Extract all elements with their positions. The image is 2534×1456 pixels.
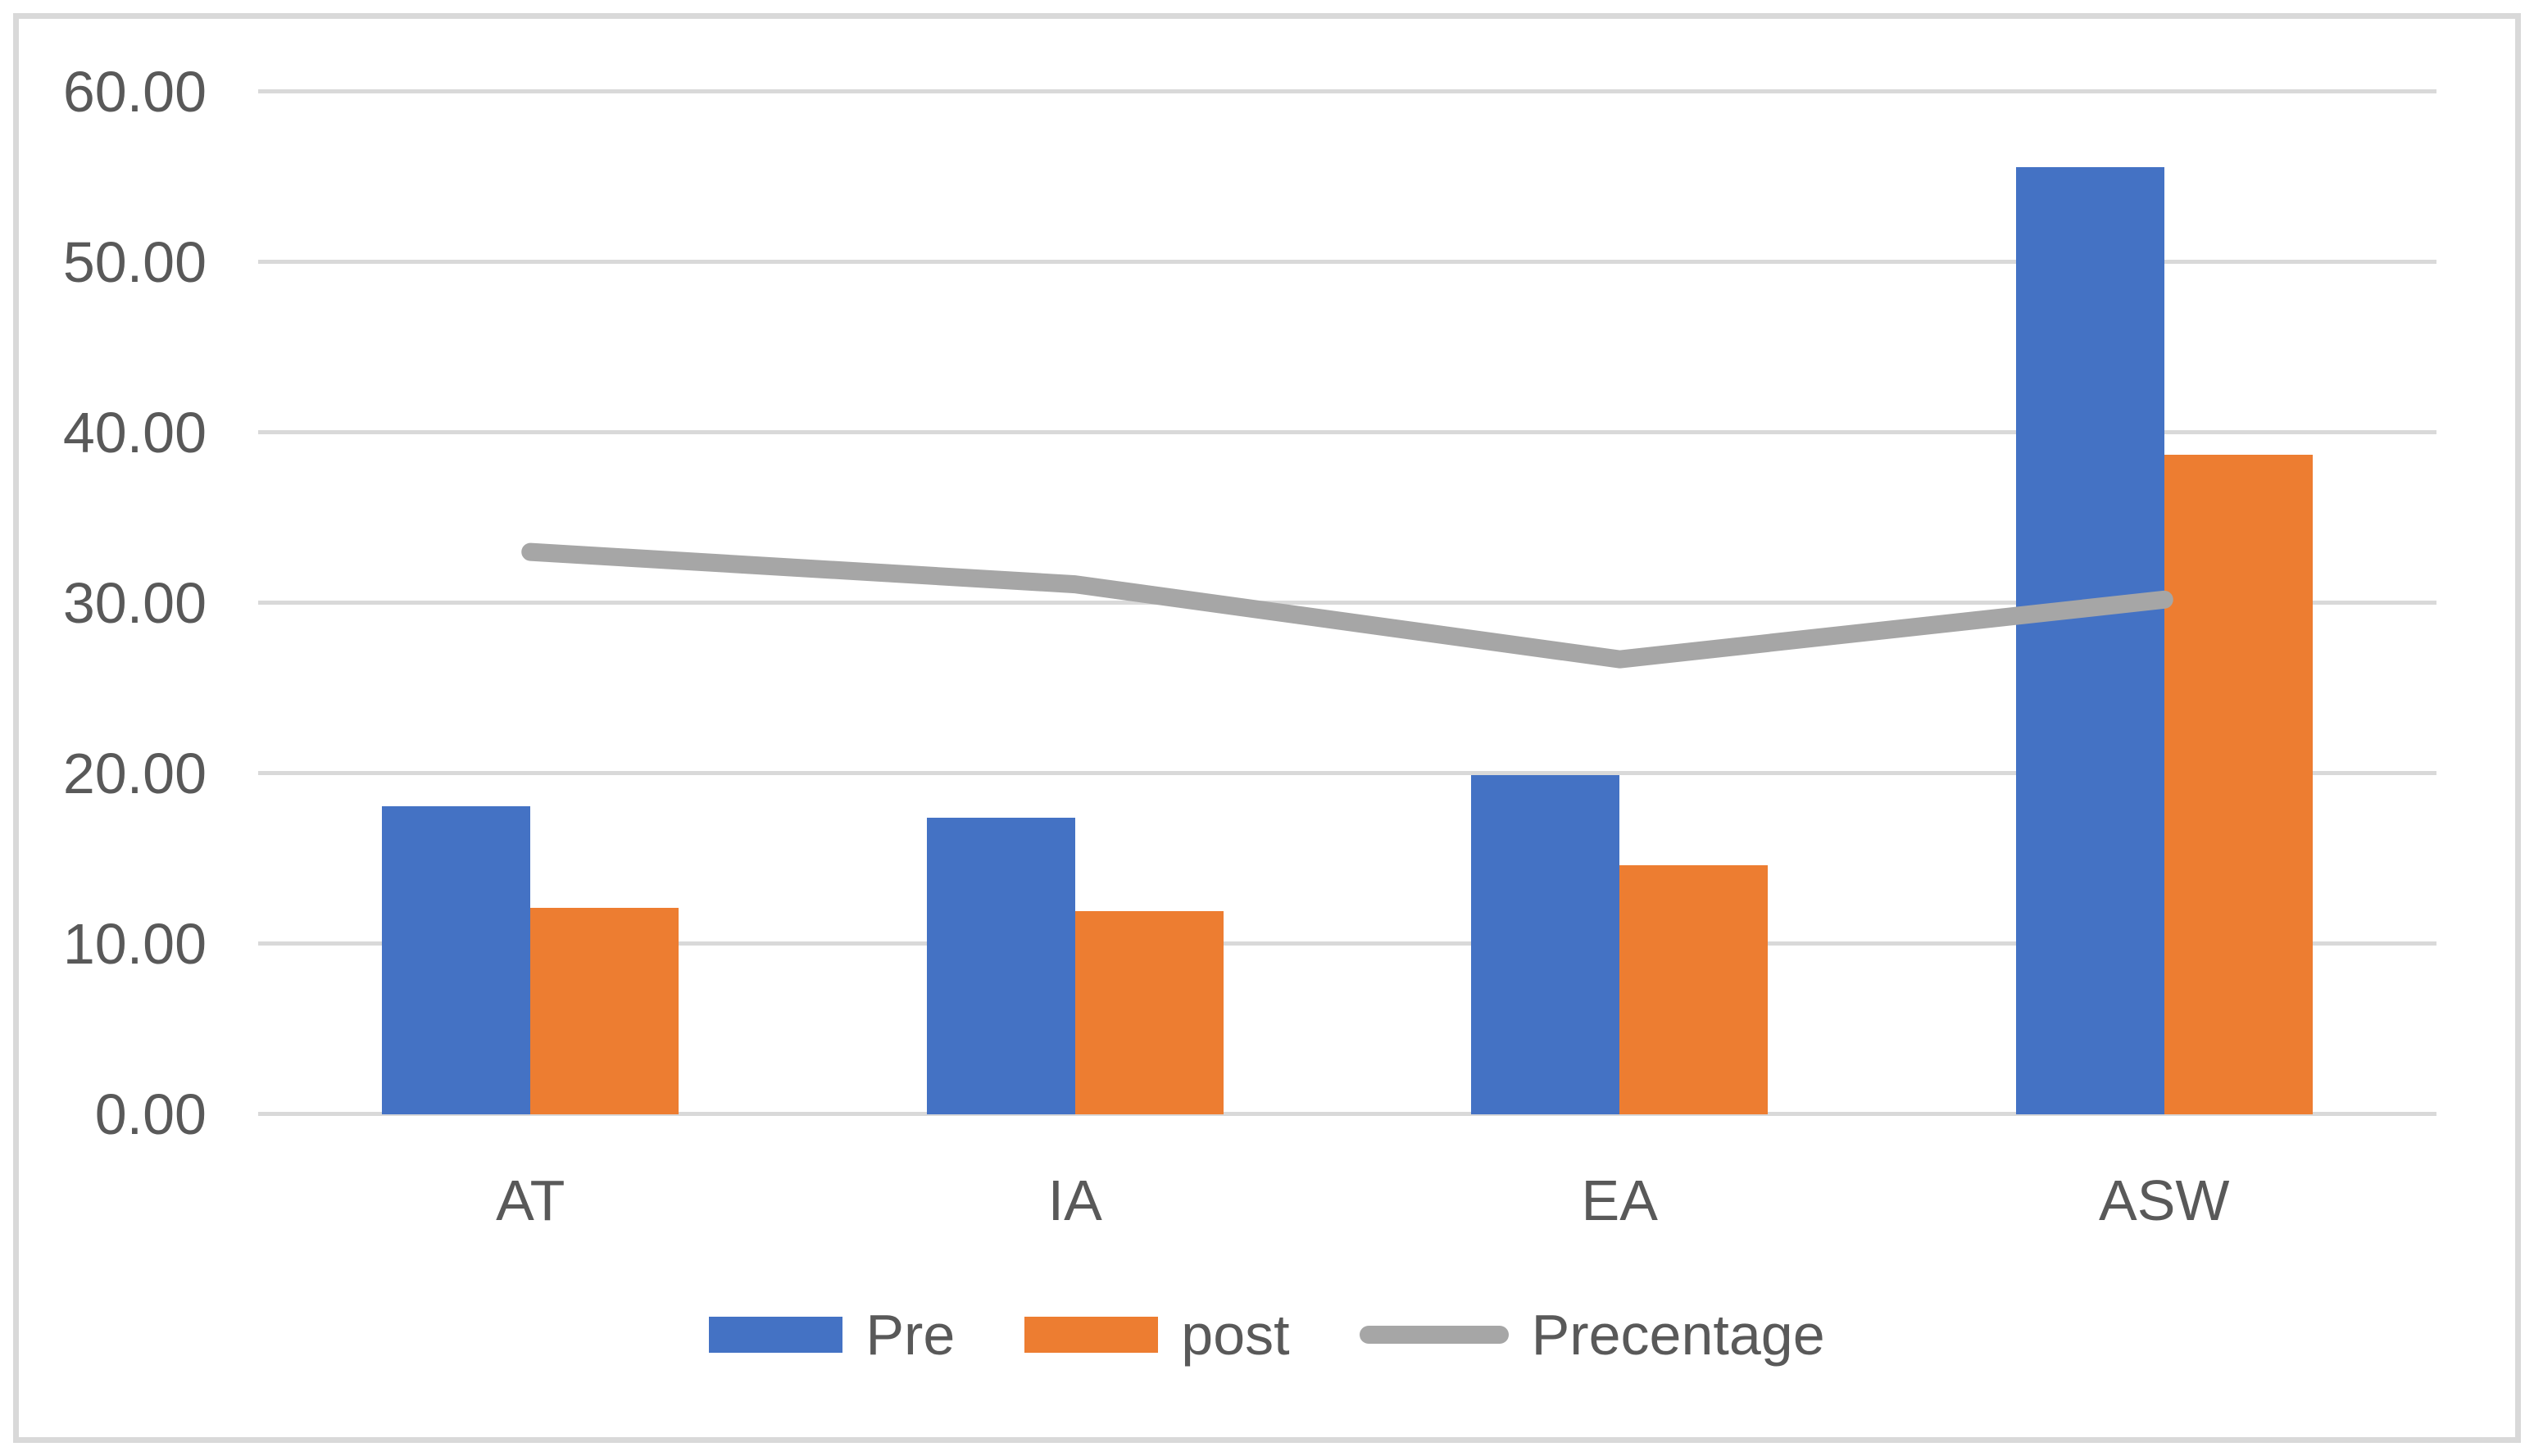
legend: Pre post Precentage <box>0 1300 2534 1369</box>
bar-post-ia <box>1074 911 1224 1114</box>
y-axis-tick-label: 10.00 <box>62 912 207 976</box>
gridline <box>258 89 2436 93</box>
bar-post-asw <box>2164 455 2313 1114</box>
legend-swatch-post <box>1024 1317 1159 1353</box>
bar-pre-asw <box>2015 166 2164 1114</box>
y-axis-tick-label: 30.00 <box>62 571 207 635</box>
legend-line-swatch <box>1359 1326 1509 1344</box>
bar-pre-at <box>382 805 531 1114</box>
gridline <box>258 941 2436 946</box>
bar-post-ea <box>1619 865 1769 1114</box>
bar-pre-ia <box>926 818 1075 1114</box>
y-axis-tick-label: 20.00 <box>62 742 207 805</box>
legend-item-precentage: Precentage <box>1359 1300 1825 1369</box>
y-axis-tick-label: 40.00 <box>62 401 207 465</box>
x-axis-tick-label: EA <box>1581 1168 1658 1232</box>
y-axis-tick-label: 0.00 <box>94 1082 207 1146</box>
y-axis-tick-label: 60.00 <box>62 60 207 124</box>
legend-item-pre: Pre <box>709 1300 955 1369</box>
legend-item-post: post <box>1024 1300 1290 1369</box>
legend-swatch-pre <box>709 1317 843 1353</box>
y-axis-tick-label: 50.00 <box>62 230 207 294</box>
gridline <box>258 260 2436 264</box>
legend-label-precentage: Precentage <box>1531 1303 1825 1367</box>
x-axis-tick-label: IA <box>1047 1168 1102 1232</box>
bar-pre-ea <box>1471 775 1620 1114</box>
legend-label-post: post <box>1181 1303 1290 1367</box>
x-axis-tick-label: ASW <box>2099 1168 2230 1232</box>
bar-post-at <box>530 908 679 1114</box>
x-axis-tick-label: AT <box>496 1168 565 1232</box>
gridline <box>258 1112 2436 1116</box>
gridline <box>258 430 2436 434</box>
gridline <box>258 771 2436 775</box>
legend-label-pre: Pre <box>865 1303 956 1367</box>
